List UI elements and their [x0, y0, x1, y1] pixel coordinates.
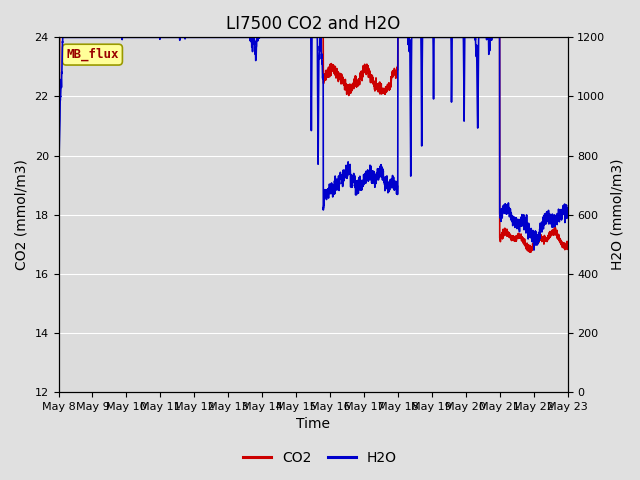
- X-axis label: Time: Time: [296, 418, 330, 432]
- Y-axis label: H2O (mmol/m3): H2O (mmol/m3): [611, 159, 625, 270]
- Legend: CO2, H2O: CO2, H2O: [237, 445, 403, 471]
- Text: MB_flux: MB_flux: [66, 48, 118, 61]
- Title: LI7500 CO2 and H2O: LI7500 CO2 and H2O: [226, 15, 400, 33]
- Y-axis label: CO2 (mmol/m3): CO2 (mmol/m3): [15, 159, 29, 270]
